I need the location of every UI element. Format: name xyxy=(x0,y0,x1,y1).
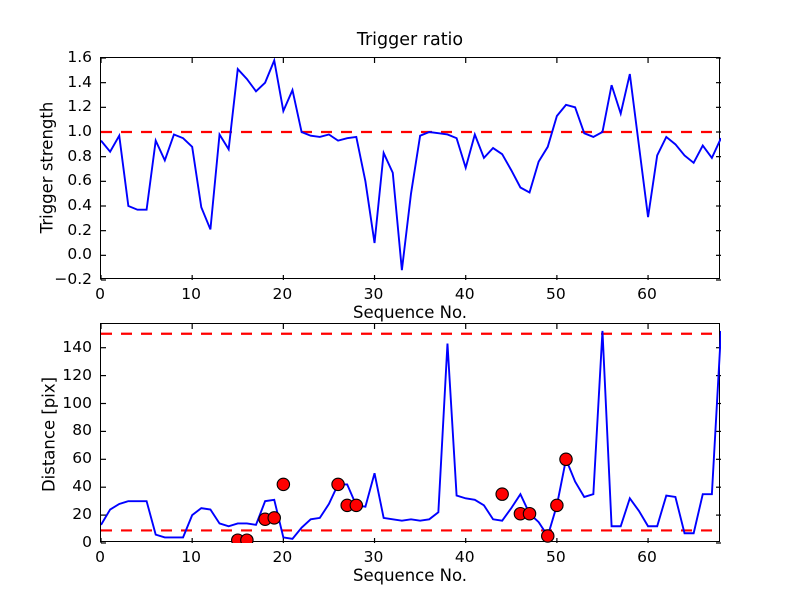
top-ytick-label: 1.2 xyxy=(67,97,92,116)
top-ytick-label: −0.2 xyxy=(54,270,92,288)
bottom-ytick-label: 120 xyxy=(62,365,92,384)
top-xtick-label: 0 xyxy=(95,285,105,303)
bottom-xtick-label: 50 xyxy=(546,548,566,566)
bottom-xtick-label: 20 xyxy=(272,548,293,566)
top-xtick-label: 20 xyxy=(272,285,293,303)
bottom-ytick-label: 100 xyxy=(62,393,92,412)
bottom-ytick-label: 60 xyxy=(72,449,92,468)
bottom-ytick-label: 140 xyxy=(62,337,92,356)
top-ytick-label: 0.6 xyxy=(67,171,92,190)
data-line xyxy=(101,330,721,540)
top-ytick-label: 1.6 xyxy=(67,48,92,66)
data-marker xyxy=(522,506,537,521)
top-xtick-label: 10 xyxy=(181,285,202,303)
data-marker xyxy=(495,487,509,501)
bottom-ytick-label: 40 xyxy=(72,477,92,496)
bottom-ytick-label: 80 xyxy=(72,421,92,440)
bottom-ytick-label: 20 xyxy=(72,505,92,524)
bottom-chart-plot-area[interactable] xyxy=(100,323,721,544)
data-marker xyxy=(541,529,555,543)
bottom-chart-xlabel: Sequence No. xyxy=(352,566,468,585)
data-marker xyxy=(349,498,364,513)
data-marker xyxy=(276,477,291,492)
data-marker xyxy=(331,477,345,492)
top-ytick-label: 0.4 xyxy=(67,196,92,214)
bottom-xtick-label: 30 xyxy=(363,548,384,566)
top-ytick-label: 0.0 xyxy=(67,245,92,264)
top-ytick-label: 1.0 xyxy=(67,122,92,140)
data-marker xyxy=(240,533,254,543)
data-marker xyxy=(559,452,573,467)
top-xtick-label: 30 xyxy=(363,285,384,303)
bottom-xtick-label: 0 xyxy=(95,548,105,566)
data-marker xyxy=(267,511,281,525)
data-marker xyxy=(550,498,564,513)
top-xtick-label: 40 xyxy=(454,285,475,303)
top-ytick-label: 0.2 xyxy=(67,220,92,239)
top-chart-plot-area[interactable] xyxy=(100,57,721,281)
top-ytick-label: 1.4 xyxy=(67,72,92,91)
top-chart-title: Trigger ratio xyxy=(356,30,464,50)
top-ytick-label: 0.8 xyxy=(67,146,92,165)
top-xtick-label: 50 xyxy=(546,285,566,303)
bottom-xtick-label: 60 xyxy=(637,548,657,566)
bottom-ytick-label: 0 xyxy=(82,533,92,551)
data-line xyxy=(101,58,721,271)
bottom-xtick-label: 10 xyxy=(181,548,202,566)
bottom-xtick-label: 40 xyxy=(454,548,475,566)
top-xtick-label: 60 xyxy=(637,285,657,303)
top-chart-xlabel: Sequence No. xyxy=(352,303,468,322)
